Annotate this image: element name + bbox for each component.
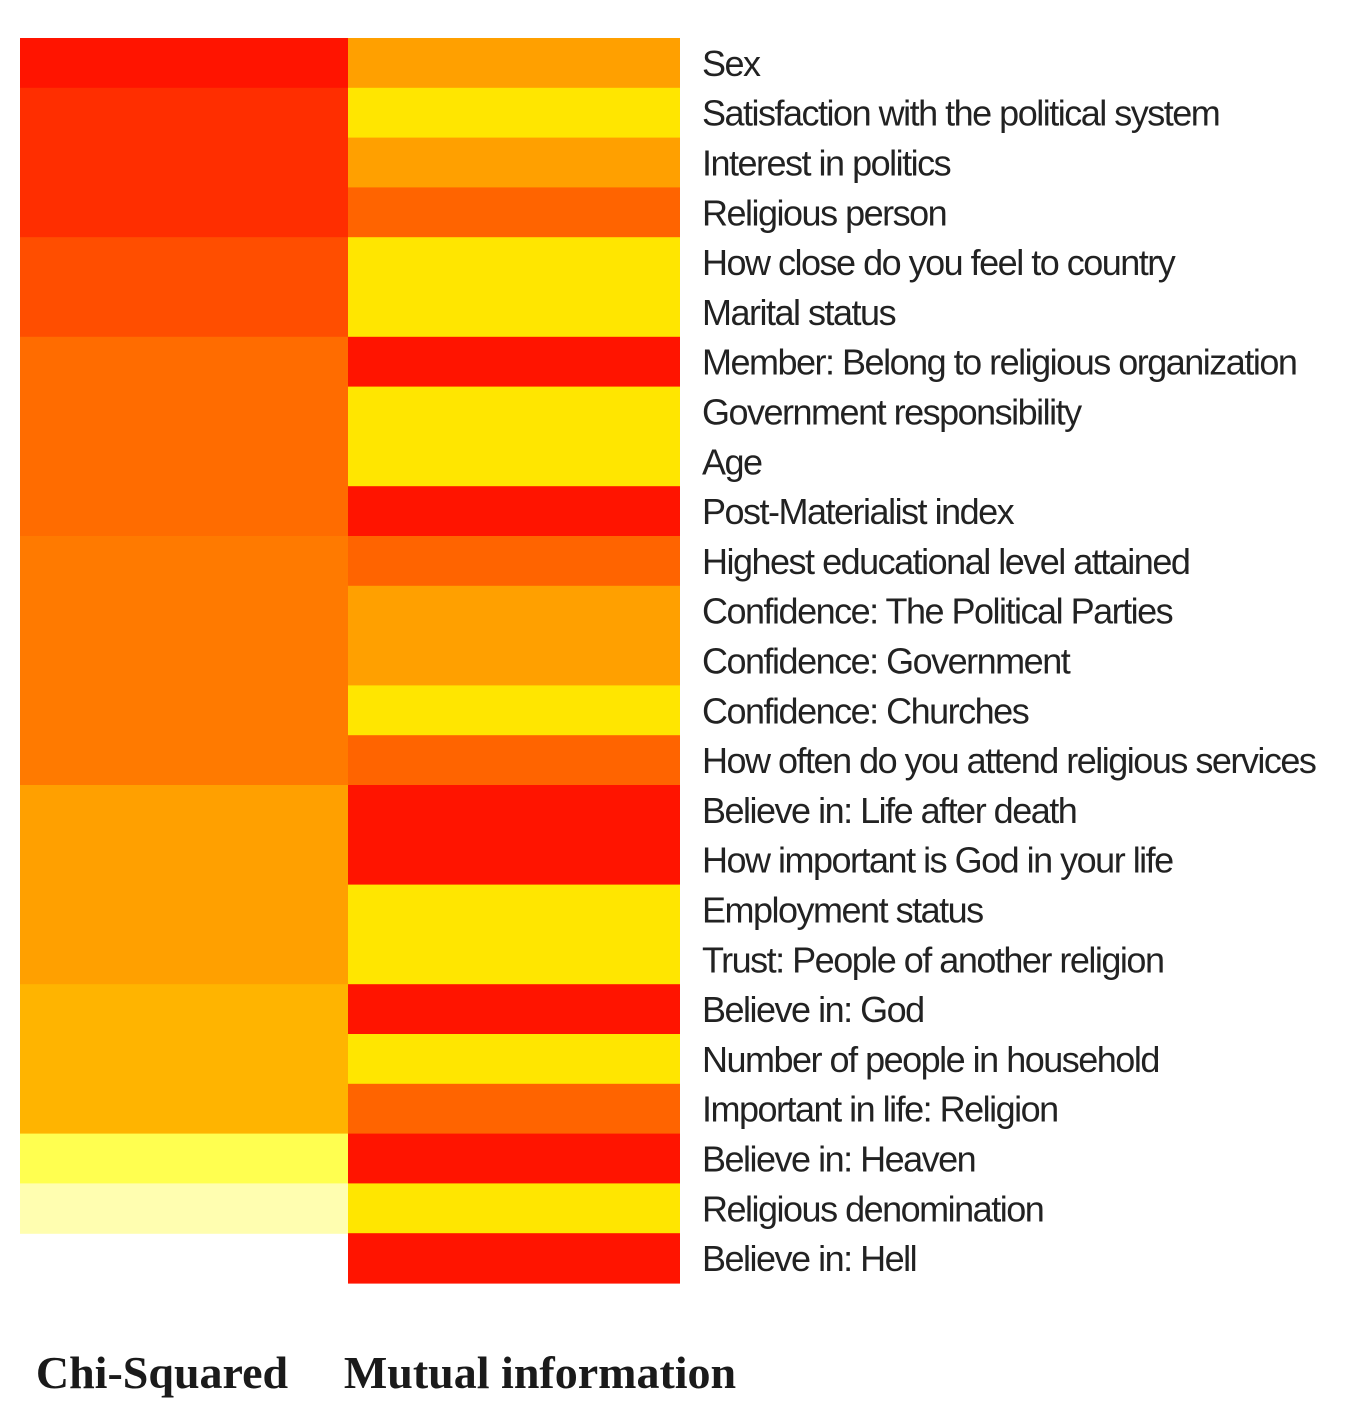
row-label-trust-people-of-another-religion: Trust: People of another religion bbox=[702, 939, 1163, 980]
cell-mutual-information-confidence-the-political-parties bbox=[348, 585, 680, 637]
cell-mutual-information-government-responsibility bbox=[348, 386, 680, 437]
row-label-confidence-churches: Confidence: Churches bbox=[702, 690, 1029, 731]
row-label-number-of-people-in-household: Number of people in household bbox=[702, 1039, 1159, 1080]
cell-chi-squared-confidence-the-political-parties bbox=[20, 585, 348, 637]
row-label-religious-denomination: Religious denomination bbox=[702, 1188, 1043, 1229]
column-label-mutual-information: Mutual information bbox=[344, 1347, 736, 1398]
cell-chi-squared-important-in-life-religion bbox=[20, 1083, 348, 1135]
row-label-post-materialist-index: Post-Materialist index bbox=[702, 491, 1015, 532]
cell-chi-squared-how-important-is-god-in-your-life bbox=[20, 834, 348, 886]
row-label-how-close-do-you-feel-to-country: How close do you feel to country bbox=[702, 242, 1176, 283]
row-label-confidence-government: Confidence: Government bbox=[702, 641, 1071, 682]
cell-mutual-information-religious-denomination bbox=[348, 1183, 680, 1234]
cell-chi-squared-member-belong-to-religious-organization bbox=[20, 336, 348, 388]
cell-mutual-information-confidence-churches bbox=[348, 685, 680, 736]
cell-chi-squared-marital-status bbox=[20, 287, 348, 338]
row-label-important-in-life-religion: Important in life: Religion bbox=[702, 1089, 1058, 1130]
row-label-confidence-the-political-parties: Confidence: The Political Parties bbox=[702, 591, 1173, 632]
row-label-believe-in-hell: Believe in: Hell bbox=[702, 1238, 916, 1279]
row-label-member-belong-to-religious-organization: Member: Belong to religious organization bbox=[702, 342, 1296, 383]
row-label-believe-in-god: Believe in: God bbox=[702, 989, 924, 1030]
cell-chi-squared-number-of-people-in-household bbox=[20, 1034, 348, 1085]
cell-mutual-information-marital-status bbox=[348, 287, 680, 338]
cell-chi-squared-how-often-do-you-attend-religious-services bbox=[20, 735, 348, 786]
cell-mutual-information-how-often-do-you-attend-religious-services bbox=[348, 735, 680, 786]
row-label-interest-in-politics: Interest in politics bbox=[702, 143, 951, 184]
cell-chi-squared-believe-in-life-after-death bbox=[20, 785, 348, 836]
row-label-religious-person: Religious person bbox=[702, 192, 946, 233]
cell-chi-squared-religious-person bbox=[20, 187, 348, 238]
cell-chi-squared-believe-in-heaven bbox=[20, 1133, 348, 1184]
cell-mutual-information-how-close-do-you-feel-to-country bbox=[348, 237, 680, 288]
cell-mutual-information-employment-status bbox=[348, 884, 680, 935]
row-label-government-responsibility: Government responsibility bbox=[702, 392, 1082, 433]
row-label-marital-status: Marital status bbox=[702, 292, 896, 333]
row-label-satisfaction-with-the-political-system: Satisfaction with the political system bbox=[702, 93, 1219, 134]
column-label-chi-squared: Chi-Squared bbox=[36, 1347, 289, 1398]
cell-mutual-information-believe-in-god bbox=[348, 984, 680, 1035]
cell-mutual-information-member-belong-to-religious-organization bbox=[348, 336, 680, 388]
row-labels: Sex Satisfaction with the political syste… bbox=[702, 43, 1317, 1279]
cell-chi-squared-believe-in-god bbox=[20, 984, 348, 1035]
cell-chi-squared-post-materialist-index bbox=[20, 486, 348, 537]
cell-mutual-information-believe-in-life-after-death bbox=[348, 785, 680, 836]
cell-chi-squared-age bbox=[20, 436, 348, 487]
row-label-highest-educational-level-attained: Highest educational level attained bbox=[702, 541, 1189, 582]
row-label-believe-in-heaven: Believe in: Heaven bbox=[702, 1139, 975, 1180]
row-label-believe-in-life-after-death: Believe in: Life after death bbox=[702, 790, 1076, 831]
cell-mutual-information-highest-educational-level-attained bbox=[348, 536, 680, 587]
cell-chi-squared-how-close-do-you-feel-to-country bbox=[20, 237, 348, 288]
row-label-employment-status: Employment status bbox=[702, 890, 983, 931]
cell-mutual-information-confidence-government bbox=[348, 635, 680, 686]
cell-chi-squared-government-responsibility bbox=[20, 386, 348, 437]
cell-mutual-information-satisfaction-with-the-political-system bbox=[348, 87, 680, 139]
row-label-age: Age bbox=[702, 441, 762, 482]
cell-chi-squared-religious-denomination bbox=[20, 1183, 348, 1234]
row-label-how-often-do-you-attend-religious-services: How often do you attend religious servic… bbox=[702, 740, 1316, 781]
heatmap-cells bbox=[20, 38, 680, 1284]
cell-mutual-information-trust-people-of-another-religion bbox=[348, 934, 680, 985]
cell-chi-squared-highest-educational-level-attained bbox=[20, 536, 348, 587]
cell-chi-squared-confidence-government bbox=[20, 635, 348, 686]
cell-chi-squared-trust-people-of-another-religion bbox=[20, 934, 348, 985]
cell-chi-squared-sex bbox=[20, 38, 348, 89]
cell-mutual-information-religious-person bbox=[348, 187, 680, 238]
cell-mutual-information-interest-in-politics bbox=[348, 137, 680, 188]
cell-mutual-information-believe-in-heaven bbox=[348, 1133, 680, 1184]
cell-mutual-information-number-of-people-in-household bbox=[348, 1034, 680, 1085]
cell-chi-squared-confidence-churches bbox=[20, 685, 348, 736]
cell-mutual-information-sex bbox=[348, 38, 680, 89]
cell-mutual-information-how-important-is-god-in-your-life bbox=[348, 834, 680, 886]
row-label-how-important-is-god-in-your-life: How important is God in your life bbox=[702, 840, 1173, 881]
cell-mutual-information-important-in-life-religion bbox=[348, 1083, 680, 1135]
cell-chi-squared-interest-in-politics bbox=[20, 137, 348, 188]
cell-mutual-information-believe-in-hell bbox=[348, 1233, 680, 1284]
cell-chi-squared-employment-status bbox=[20, 884, 348, 935]
cell-mutual-information-age bbox=[348, 436, 680, 487]
row-label-sex: Sex bbox=[702, 43, 761, 84]
cell-mutual-information-post-materialist-index bbox=[348, 486, 680, 537]
cell-chi-squared-satisfaction-with-the-political-system bbox=[20, 87, 348, 139]
